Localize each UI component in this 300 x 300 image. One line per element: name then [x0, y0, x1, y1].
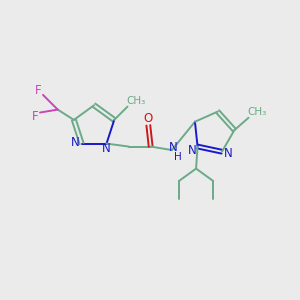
Text: N: N: [102, 142, 111, 155]
Text: F: F: [35, 84, 42, 97]
Text: N: N: [224, 147, 232, 160]
Text: CH₃: CH₃: [247, 107, 266, 118]
Text: H: H: [175, 152, 182, 162]
Text: CH₃: CH₃: [126, 96, 145, 106]
Text: O: O: [144, 112, 153, 125]
Text: N: N: [71, 136, 80, 148]
Text: F: F: [32, 110, 39, 123]
Text: N: N: [169, 141, 178, 154]
Text: N: N: [188, 144, 197, 157]
